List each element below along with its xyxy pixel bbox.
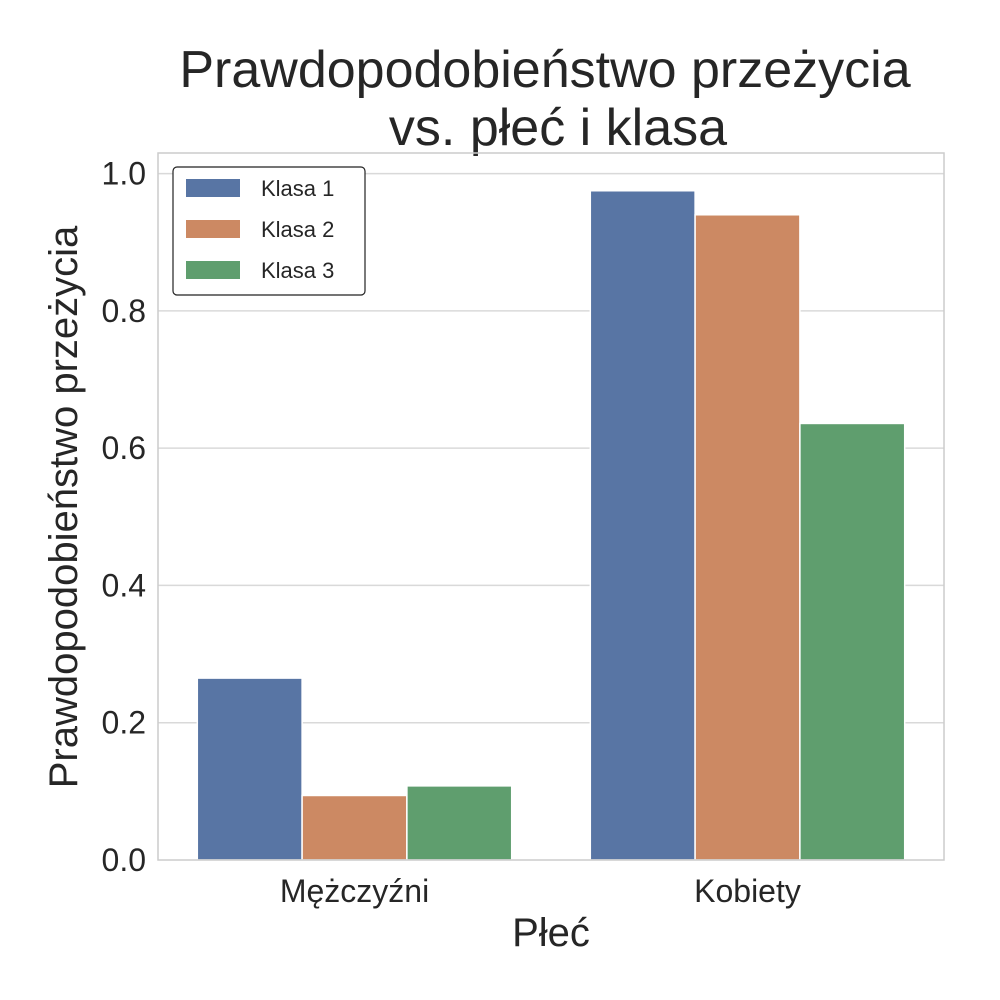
legend-label: Klasa 2: [261, 217, 334, 242]
bar-3-2: [799, 422, 906, 861]
y-axis-ticks: 0.0 0.2 0.4 0.6 0.8 1.0: [102, 156, 146, 878]
bar-3-1: [406, 785, 513, 861]
bar-2-1: [301, 794, 408, 861]
legend-swatch: [186, 220, 240, 238]
y-tick-label: 0.0: [102, 842, 146, 878]
legend: Klasa 1 Klasa 2 Klasa 3: [172, 166, 366, 296]
bar-2-2: [694, 214, 801, 861]
chart-title-line-1: Prawdopodobieństwo przeżycia: [179, 41, 910, 99]
bars: [196, 190, 906, 861]
y-tick-label: 0.8: [102, 293, 146, 329]
x-tick-label: Kobiety: [694, 873, 801, 909]
bar-1-2: [589, 190, 696, 861]
plot-frame: [157, 152, 945, 861]
bar-1-1: [196, 677, 303, 861]
legend-label: Klasa 1: [261, 176, 334, 201]
x-tick-label: Mężczyźni: [280, 873, 429, 909]
x-axis-ticks: Mężczyźni Kobiety: [280, 873, 801, 909]
y-tick-label: 0.6: [102, 430, 146, 466]
legend-swatch: [186, 261, 240, 279]
legend-label: Klasa 3: [261, 258, 334, 283]
legend-swatch: [186, 179, 240, 197]
y-tick-label: 0.2: [102, 705, 146, 741]
chart-title-line-2: vs. płeć i klasa: [389, 99, 727, 157]
x-axis-label: Płeć: [512, 911, 590, 955]
legend-items: Klasa 1 Klasa 2 Klasa 3: [186, 176, 334, 283]
y-axis-label: Prawdopodobieństwo przeżycia: [42, 225, 86, 788]
y-tick-label: 1.0: [102, 156, 146, 192]
y-tick-label: 0.4: [102, 567, 146, 603]
